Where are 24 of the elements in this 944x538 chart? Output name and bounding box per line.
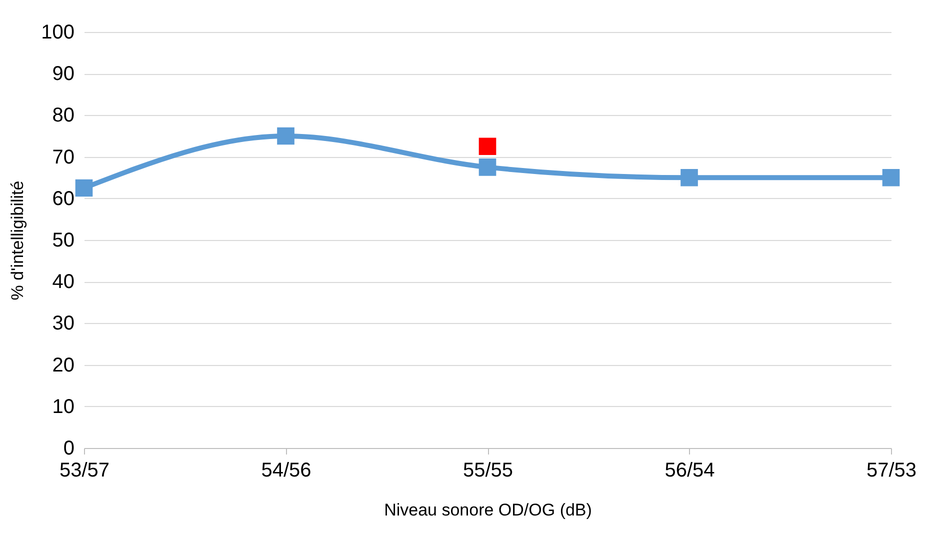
- y-tick-label: 10: [52, 396, 74, 418]
- x-tick-label: 53/57: [59, 460, 110, 482]
- point: [680, 168, 698, 186]
- x-tick-label: 57/53: [866, 460, 917, 482]
- y-tick-label: 0: [63, 438, 74, 460]
- x-axis-title: Niveau sonore OD/OG (dB): [384, 500, 592, 520]
- point: [277, 127, 294, 145]
- y-tick-label: 30: [52, 312, 74, 335]
- y-tick-label: 80: [52, 104, 74, 127]
- y-tick-label: 60: [52, 188, 74, 210]
- y-tick-label: 50: [52, 230, 74, 252]
- y-axis-title: % d'intelligibilité: [8, 180, 28, 300]
- x-tick-label: 54/56: [261, 460, 312, 482]
- point: [478, 138, 496, 156]
- y-tick-label: 70: [52, 146, 74, 168]
- x-tick-label: 56/54: [664, 460, 715, 482]
- point: [75, 179, 93, 197]
- x-tick-label: 55/55: [462, 460, 514, 482]
- point: [882, 168, 900, 186]
- y-tick-label: 40: [52, 271, 74, 294]
- point: [478, 158, 496, 176]
- y-tick-label: 100: [41, 22, 74, 44]
- y-tick-label: 90: [52, 63, 74, 86]
- y-tick-label: 20: [52, 354, 74, 376]
